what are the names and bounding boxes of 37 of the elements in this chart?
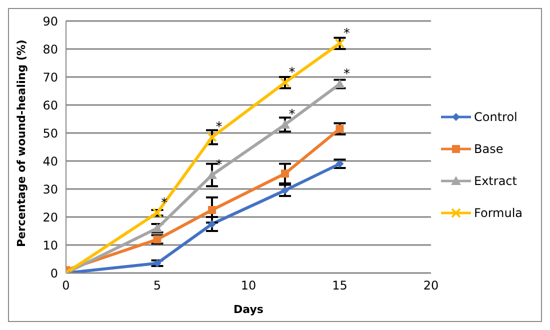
x-tick-label: 5 <box>153 278 162 293</box>
y-tick-label: 10 <box>42 238 58 252</box>
annotation: * <box>288 108 296 123</box>
point <box>208 220 216 228</box>
point <box>152 208 162 218</box>
point <box>153 259 162 268</box>
y-tick-label: 90 <box>42 14 58 28</box>
point <box>207 170 217 179</box>
legend-label: Control <box>474 110 518 124</box>
annotation: * <box>344 67 350 82</box>
x-axis-title: Days <box>234 303 264 316</box>
point <box>336 160 344 168</box>
y-axis-title: Percentage of wound-healing (%) <box>14 40 28 247</box>
point <box>153 235 162 244</box>
y-tick-label: 0 <box>50 266 58 280</box>
annotation: * <box>344 26 350 42</box>
y-tick-label: 60 <box>42 98 58 112</box>
point <box>208 206 216 214</box>
point <box>280 120 290 129</box>
legend-label: Extract <box>474 174 517 188</box>
y-tick-label: 20 <box>42 210 58 224</box>
y-tick-label: 40 <box>42 154 58 168</box>
annotation: * <box>216 120 223 136</box>
y-tick-label: 50 <box>42 126 58 140</box>
legend-label: Base <box>474 142 504 156</box>
annotation: * <box>288 66 296 81</box>
y-tick-label: 80 <box>42 42 58 56</box>
y-tick-label: 30 <box>42 182 58 196</box>
x-tick-label: 20 <box>423 278 439 293</box>
point <box>281 170 289 178</box>
x-tick-label: 10 <box>240 278 256 293</box>
point <box>207 132 217 142</box>
x-tick-label: 0 <box>62 278 70 293</box>
y-tick-label: 70 <box>42 70 58 84</box>
legend-label: Formula <box>474 206 523 220</box>
x-tick-label: 15 <box>332 278 348 293</box>
point <box>336 124 344 133</box>
